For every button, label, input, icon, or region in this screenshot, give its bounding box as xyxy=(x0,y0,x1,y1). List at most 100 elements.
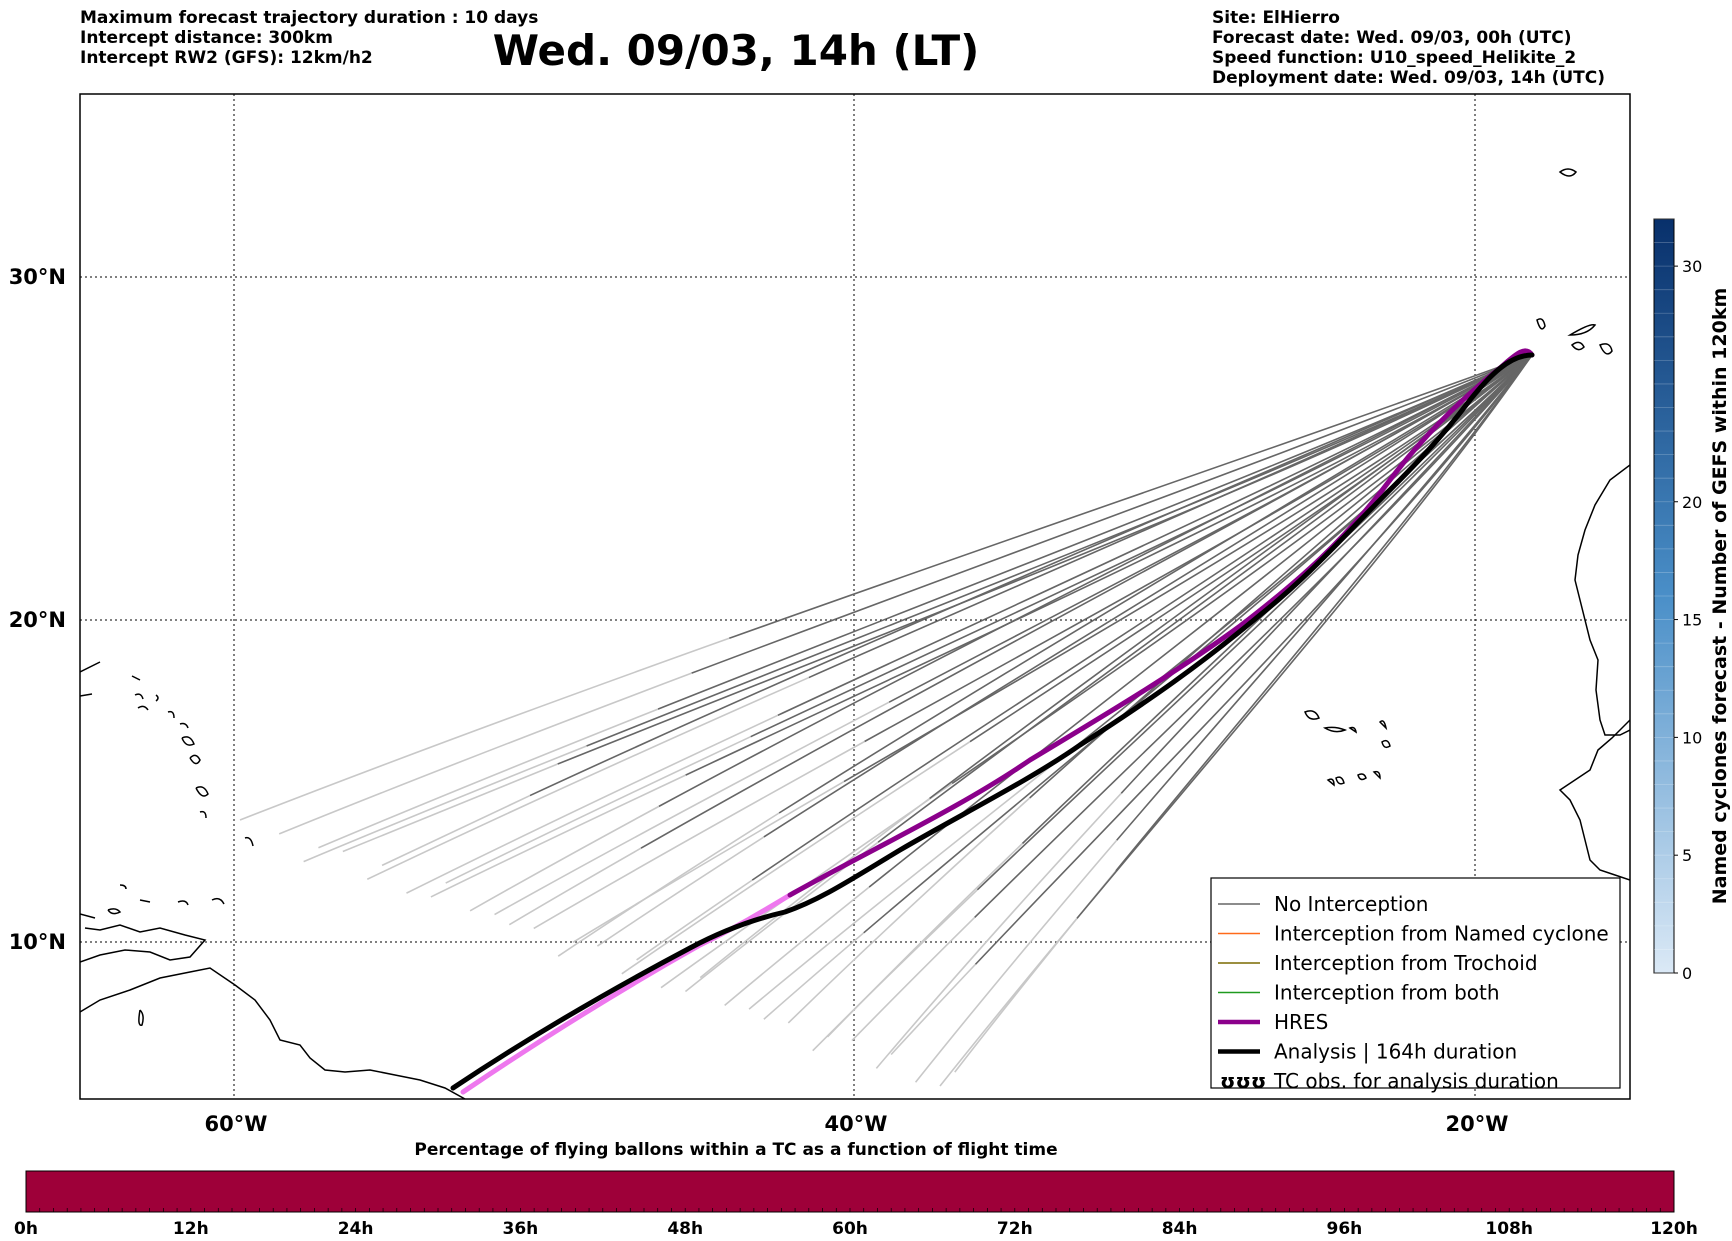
colorbar-tick-label: 0 xyxy=(1682,964,1692,983)
colorbar-tick-label: 20 xyxy=(1682,493,1702,512)
bottom-colorbar-tick-label: 24h xyxy=(338,1219,374,1239)
header-right-info: Site: ElHierro Forecast date: Wed. 09/03… xyxy=(1212,8,1605,88)
ensemble-trajectory-late xyxy=(914,354,1533,1083)
ensemble-trajectory xyxy=(381,354,1533,867)
bottom-colorbar-title: Percentage of flying ballons within a TC… xyxy=(414,1140,1058,1160)
ensemble-trajectory xyxy=(914,354,1533,1083)
ensemble-trajectory-late xyxy=(430,354,1533,898)
legend-tc-symbol: ʊʊʊ xyxy=(1220,1069,1266,1093)
ensemble-trajectory xyxy=(342,354,1533,853)
ensemble-trajectory-late xyxy=(748,354,1533,1010)
coastline-island xyxy=(1567,323,1597,336)
ensemble-trajectory-late xyxy=(636,354,1533,961)
bottom-colorbar-tick-label: 0h xyxy=(14,1219,38,1239)
legend-label-analysis: Analysis | 164h duration xyxy=(1274,1040,1517,1064)
right-colorbar-gradient xyxy=(1653,218,1675,974)
ensemble-trajectory xyxy=(430,354,1533,898)
ensemble-trajectory xyxy=(636,354,1533,961)
header-left-line: Intercept distance: 300km xyxy=(80,28,333,48)
ensemble-trajectory-late xyxy=(406,354,1533,894)
ensemble-trajectory-late xyxy=(533,354,1533,930)
ensemble-trajectory-late xyxy=(826,354,1533,1038)
ensemble-trajectory-late xyxy=(812,354,1533,1052)
ensemble-trajectory xyxy=(239,354,1533,821)
ensemble-trajectory xyxy=(406,354,1533,894)
bottom-colorbar-tick-label: 96h xyxy=(1327,1219,1363,1239)
ensemble-trajectory-late xyxy=(875,354,1533,1069)
ensemble-trajectory xyxy=(748,354,1533,1010)
ensemble-trajectory-late xyxy=(557,354,1533,957)
coastline-west-africa-south xyxy=(1558,719,1630,881)
header-right-line: Site: ElHierro xyxy=(1212,8,1340,28)
ensemble-trajectory-late xyxy=(278,354,1533,835)
lon-tick-label: 20°W xyxy=(1446,1112,1509,1136)
header-left-line: Maximum forecast trajectory duration : 1… xyxy=(80,8,539,28)
ensemble-trajectory xyxy=(533,354,1533,930)
colorbar-tick-label: 15 xyxy=(1682,611,1702,630)
coastline-cape-verde xyxy=(1304,710,1391,787)
right-colorbar: 0 5 10 15 20 30 Named cyclones forecast - Num… xyxy=(1653,218,1731,983)
ensemble-trajectory xyxy=(875,354,1533,1069)
ensemble-trajectory xyxy=(557,354,1533,957)
page-title: Wed. 09/03, 14h (LT) xyxy=(492,26,980,75)
ensemble-trajectories xyxy=(239,354,1533,1087)
ensemble-trajectory xyxy=(318,354,1533,849)
bottom-colorbar-tick-label: 108h xyxy=(1485,1219,1533,1239)
ensemble-trajectory xyxy=(596,354,1533,947)
coastline-island xyxy=(1558,168,1578,177)
ensemble-trajectory xyxy=(812,354,1533,1052)
bottom-colorbar-tick-label: 84h xyxy=(1162,1219,1198,1239)
ensemble-trajectory-late xyxy=(318,354,1533,849)
header-right-line: Forecast date: Wed. 09/03, 00h (UTC) xyxy=(1212,28,1572,48)
bottom-colorbar-tick-label: 48h xyxy=(667,1219,703,1239)
ensemble-trajectory xyxy=(954,354,1533,1073)
legend-label-no_interception: No Interception xyxy=(1274,892,1428,916)
coastline-west-africa xyxy=(1574,464,1630,736)
ensemble-trajectory-late xyxy=(596,354,1533,947)
ensemble-trajectory xyxy=(469,354,1533,912)
bottom-colorbar-tick-label: 72h xyxy=(997,1219,1033,1239)
bottom-colorbar: 0h 12h 24h 36h 48h 60h 72h 84h 96h 108h 120h xyxy=(14,1170,1698,1239)
hres-trajectory-early xyxy=(460,892,793,1095)
ensemble-trajectory-late xyxy=(469,354,1533,912)
colorbar-tick-label: 10 xyxy=(1682,728,1702,747)
ensemble-trajectory-late xyxy=(621,354,1533,975)
coastline-caribbean-islands xyxy=(80,661,254,1026)
coastline-venezuela-coast xyxy=(80,924,207,963)
ensemble-trajectory xyxy=(890,354,1533,1056)
legend-label-named_cyclone: Interception from Named cyclone xyxy=(1274,922,1609,946)
legend[interactable]: No Interception Interception from Named c… xyxy=(1210,877,1621,1093)
ensemble-trajectory-late xyxy=(572,354,1533,943)
lon-tick-label: 40°W xyxy=(825,1112,888,1136)
ensemble-trajectory-late xyxy=(303,354,1533,863)
ensemble-trajectory xyxy=(939,354,1533,1087)
lat-tick-label: 20°N xyxy=(9,608,66,632)
colorbar-tick-label: 5 xyxy=(1682,846,1692,865)
header-right-line: Deployment date: Wed. 09/03, 14h (UTC) xyxy=(1212,68,1606,88)
ensemble-trajectory xyxy=(278,354,1533,835)
ensemble-trajectory xyxy=(366,354,1533,880)
ensemble-trajectory-late xyxy=(445,354,1533,884)
header-right-line: Speed function: U10_speed_Helikite_2 xyxy=(1212,48,1577,68)
header-left-line: Intercept RW2 (GFS): 12km/h2 xyxy=(80,48,373,68)
ensemble-trajectory xyxy=(572,354,1533,943)
lat-tick-label: 10°N xyxy=(9,930,66,954)
ensemble-trajectory xyxy=(303,354,1533,863)
ensemble-trajectory-late xyxy=(366,354,1533,880)
legend-label-both: Interception from both xyxy=(1274,981,1500,1005)
coastline-island xyxy=(1570,341,1585,351)
lon-tick-label: 60°W xyxy=(205,1112,268,1136)
coastline-island xyxy=(1599,343,1613,355)
legend-box xyxy=(1210,877,1621,1089)
ensemble-trajectory-late xyxy=(494,354,1533,916)
ensemble-trajectory xyxy=(851,354,1533,1042)
ensemble-trajectory-late xyxy=(724,354,1533,1006)
right-colorbar-label: Named cyclones forecast - Number of GEFS… xyxy=(1709,288,1731,905)
header-left-info: Maximum forecast trajectory duration : 1… xyxy=(80,8,538,68)
lon-axis-labels: 60°W 40°W 20°W xyxy=(205,1112,1509,1136)
ensemble-trajectory-late xyxy=(787,354,1533,1024)
map-frame xyxy=(79,93,1631,1100)
lat-tick-label: 30°N xyxy=(9,265,66,289)
bottom-colorbar-tick-label: 120h xyxy=(1650,1219,1698,1239)
